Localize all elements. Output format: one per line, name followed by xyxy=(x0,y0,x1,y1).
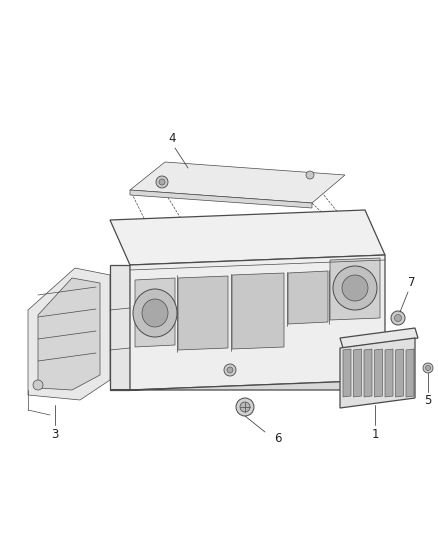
Polygon shape xyxy=(406,349,414,397)
Circle shape xyxy=(425,366,431,370)
Polygon shape xyxy=(38,278,100,390)
Polygon shape xyxy=(110,265,130,390)
Polygon shape xyxy=(364,349,372,397)
Polygon shape xyxy=(330,258,380,320)
Circle shape xyxy=(423,363,433,373)
Circle shape xyxy=(236,398,254,416)
Circle shape xyxy=(227,367,233,373)
Polygon shape xyxy=(110,210,385,265)
Circle shape xyxy=(33,380,43,390)
Polygon shape xyxy=(343,349,351,397)
Polygon shape xyxy=(110,380,385,390)
Ellipse shape xyxy=(133,289,177,337)
Circle shape xyxy=(224,364,236,376)
Ellipse shape xyxy=(342,275,368,301)
Polygon shape xyxy=(396,349,403,397)
Circle shape xyxy=(395,314,402,321)
Polygon shape xyxy=(232,273,284,349)
Ellipse shape xyxy=(142,299,168,327)
Text: 6: 6 xyxy=(274,432,282,445)
Polygon shape xyxy=(340,328,418,348)
Polygon shape xyxy=(288,271,328,324)
Polygon shape xyxy=(374,349,382,397)
Circle shape xyxy=(159,179,165,185)
Text: 7: 7 xyxy=(408,277,416,289)
Polygon shape xyxy=(130,190,312,208)
Polygon shape xyxy=(130,162,345,203)
Polygon shape xyxy=(340,338,415,408)
Text: 3: 3 xyxy=(51,429,59,441)
Polygon shape xyxy=(135,278,175,347)
Circle shape xyxy=(306,171,314,179)
Ellipse shape xyxy=(333,266,377,310)
Text: 5: 5 xyxy=(424,393,432,407)
Polygon shape xyxy=(353,349,361,397)
Polygon shape xyxy=(130,255,385,390)
Circle shape xyxy=(156,176,168,188)
Polygon shape xyxy=(28,268,110,400)
Polygon shape xyxy=(385,349,393,397)
Polygon shape xyxy=(178,276,228,350)
Circle shape xyxy=(391,311,405,325)
Text: 1: 1 xyxy=(371,429,379,441)
Circle shape xyxy=(240,402,250,412)
Text: 4: 4 xyxy=(168,132,176,144)
